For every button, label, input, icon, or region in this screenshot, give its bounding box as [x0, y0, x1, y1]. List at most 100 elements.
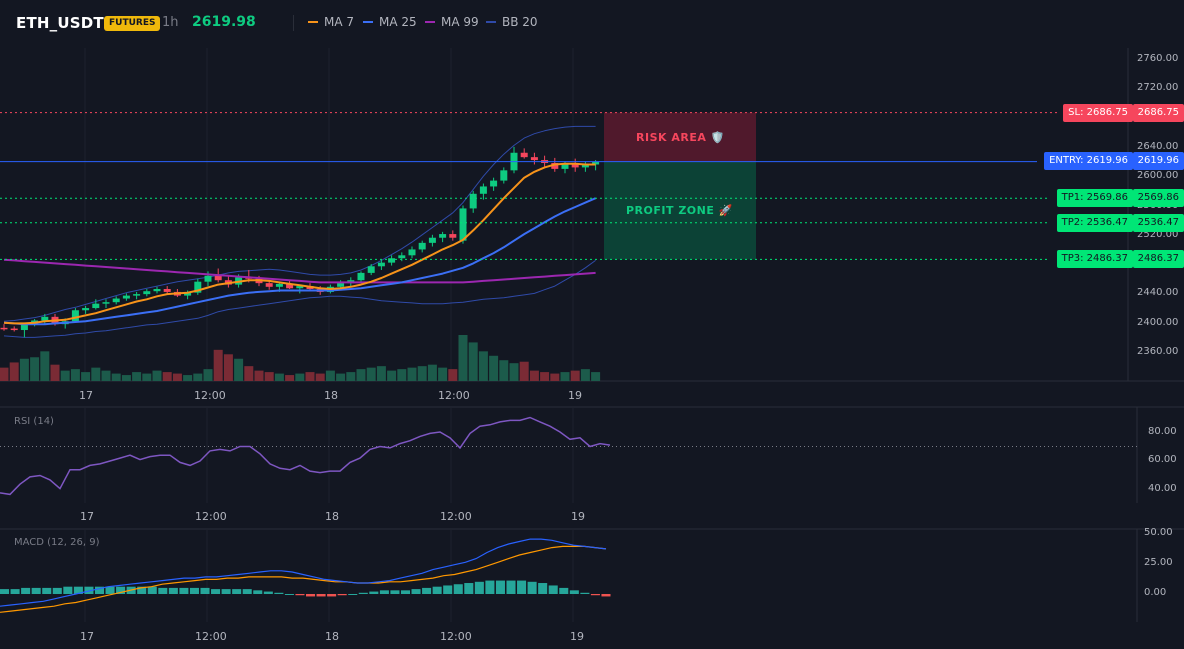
- candle-body: [337, 283, 345, 287]
- volume-bar: [111, 373, 121, 381]
- volume-bar: [540, 372, 550, 381]
- macd-histogram-bar: [221, 589, 231, 594]
- price-axis-label: 2720.00: [1137, 82, 1179, 94]
- time-label: 19: [571, 510, 585, 523]
- tp2-axis-value: 2536.47: [1132, 214, 1184, 232]
- bb-lower-line: [3, 259, 596, 338]
- macd-histogram-bar: [137, 586, 147, 594]
- legend-ma99[interactable]: MA 99: [425, 15, 479, 29]
- volume-bar: [172, 373, 182, 381]
- candle-body: [500, 170, 508, 181]
- macd-signal-line: [0, 545, 607, 613]
- macd-histogram-bar: [316, 594, 326, 597]
- symbol-label[interactable]: ETH_USDT: [16, 14, 104, 32]
- macd-histogram-bar: [274, 592, 284, 594]
- time-label: 17: [79, 389, 93, 402]
- candle-body: [520, 152, 528, 158]
- macd-histogram-bar: [590, 594, 600, 596]
- volume-bar: [193, 373, 203, 381]
- time-label: 19: [568, 389, 582, 402]
- macd-histogram-bar: [211, 589, 221, 594]
- volume-bar: [570, 370, 580, 381]
- entry-tag[interactable]: ENTRY: 2619.96: [1044, 152, 1133, 170]
- time-label: 19: [570, 630, 584, 643]
- macd-histogram-bar: [253, 590, 263, 594]
- macd-histogram-bar: [601, 594, 611, 597]
- volume-bar: [346, 372, 356, 381]
- legend-bb20[interactable]: BB 20: [486, 15, 538, 29]
- volume-bar: [509, 363, 519, 381]
- entry-axis-value: 2619.96: [1132, 152, 1184, 170]
- volume-bar: [274, 373, 284, 381]
- macd-histogram-bar: [116, 586, 126, 594]
- volume-bar: [458, 335, 468, 381]
- macd-histogram-bar: [105, 586, 115, 594]
- candle-body: [449, 234, 457, 238]
- sl-tag[interactable]: SL: 2686.75: [1063, 104, 1133, 122]
- volume-bar: [40, 351, 50, 381]
- macd-histogram-bar: [337, 594, 347, 596]
- candle-body: [581, 164, 589, 168]
- volume-bar: [519, 361, 529, 381]
- price-axis-label: 2360.00: [1137, 346, 1179, 357]
- candle-body: [428, 237, 436, 243]
- sl-axis-value: 2686.75: [1132, 104, 1184, 122]
- candle-body: [41, 316, 49, 321]
- candle-body: [122, 295, 130, 299]
- candle-body: [439, 234, 447, 238]
- time-label: 18: [325, 630, 339, 643]
- macd-histogram-bar: [358, 592, 368, 594]
- last-price: 2619.98: [192, 14, 256, 30]
- macd-histogram-bar: [306, 594, 316, 597]
- time-label: 12:00: [195, 630, 227, 643]
- volume-bar: [336, 373, 346, 381]
- macd-histogram-bar: [538, 583, 548, 594]
- candle-body: [92, 303, 100, 309]
- volume-bar: [295, 373, 305, 381]
- risk-area-label: RISK AREA 🛡️: [636, 131, 725, 144]
- candle-body: [20, 324, 28, 331]
- volume-bar: [70, 369, 80, 381]
- time-label: 12:00: [195, 510, 227, 523]
- candle-body: [0, 327, 8, 330]
- macd-histogram-bar: [63, 586, 73, 594]
- timeframe-label[interactable]: 1h: [162, 15, 179, 30]
- rsi-axis-label: 60.00: [1148, 454, 1177, 465]
- candle-body: [367, 266, 375, 273]
- legend-ma25[interactable]: MA 25: [363, 15, 417, 29]
- candle-body: [357, 272, 365, 281]
- volume-bar: [468, 342, 478, 381]
- macd-histogram-bar: [263, 591, 273, 594]
- candle-body: [469, 193, 477, 209]
- candle-body: [286, 283, 294, 289]
- tp2-tag[interactable]: TP2: 2536.47: [1056, 214, 1133, 232]
- legend-ma7[interactable]: MA 7: [308, 15, 354, 29]
- candle-body: [10, 328, 18, 331]
- macd-histogram-bar: [443, 585, 453, 594]
- candle-body: [398, 255, 406, 259]
- tp3-tag[interactable]: TP3: 2486.37: [1056, 250, 1133, 268]
- time-label: 18: [325, 510, 339, 523]
- candle-body: [592, 161, 600, 165]
- macd-histogram-bar: [527, 581, 537, 594]
- candle-body: [102, 302, 110, 304]
- macd-histogram-bar: [485, 580, 495, 594]
- macd-histogram-bar: [295, 594, 305, 596]
- ma7-line: [3, 162, 596, 325]
- time-label: 12:00: [438, 389, 470, 402]
- volume-bar: [366, 367, 376, 381]
- volume-bar: [427, 364, 437, 381]
- volume-bar: [315, 373, 325, 381]
- candle-body: [153, 289, 161, 292]
- macd-histogram-bar: [495, 580, 505, 594]
- candle-body: [143, 291, 151, 295]
- candle-body: [551, 163, 559, 169]
- candle-body: [194, 281, 202, 293]
- volume-bar: [0, 367, 9, 381]
- tp1-tag[interactable]: TP1: 2569.86: [1056, 189, 1133, 207]
- candle-body: [71, 310, 79, 322]
- rsi-title: RSI (14): [14, 416, 54, 427]
- volume-bar: [183, 375, 193, 381]
- macd-histogram-bar: [369, 591, 379, 594]
